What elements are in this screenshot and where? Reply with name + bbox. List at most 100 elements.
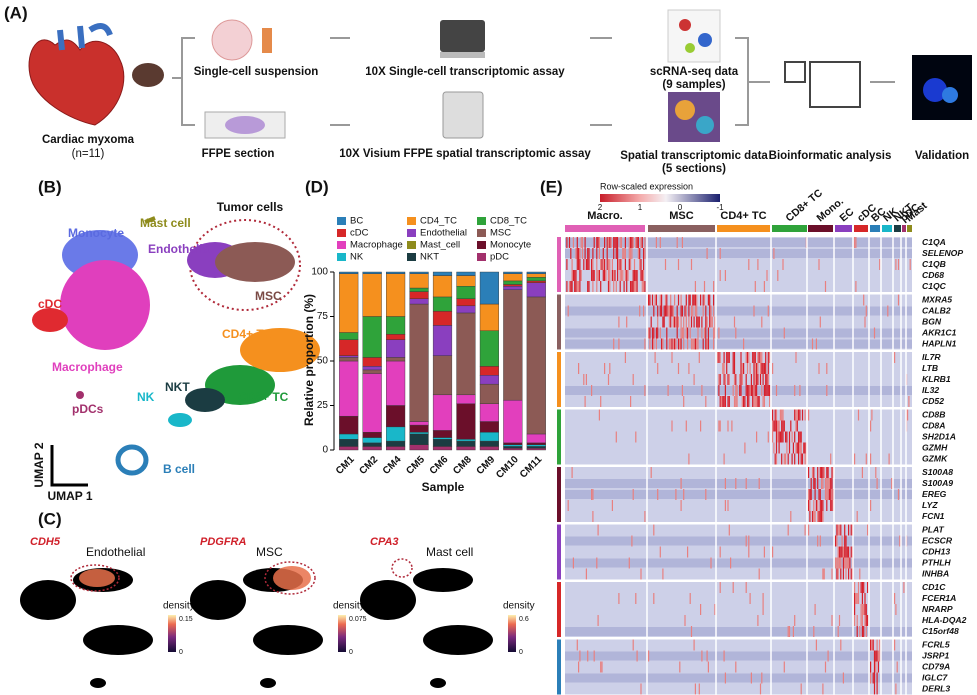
- heat-cell: [840, 568, 842, 580]
- heat-cell: [822, 500, 824, 511]
- heat-cell: [727, 420, 729, 432]
- heat-cell: [681, 385, 683, 396]
- legend-swatch: [337, 217, 346, 225]
- bar-segment: [503, 280, 523, 285]
- heat-bg: [565, 639, 912, 695]
- bar-segment: [362, 437, 382, 444]
- heat-cell: [727, 396, 729, 407]
- heat-cell: [640, 270, 642, 281]
- heat-cell: [635, 281, 637, 292]
- heat-cell: [719, 420, 721, 432]
- heat-cell: [857, 582, 860, 593]
- heat-cell: [666, 305, 668, 317]
- bar-segment: [339, 339, 359, 356]
- heat-cell: [831, 568, 833, 580]
- heat-cell: [680, 294, 682, 306]
- heat-cell: [598, 237, 600, 248]
- heat-cell: [600, 396, 602, 407]
- heat-cell: [757, 396, 759, 407]
- heat-cell: [659, 305, 661, 317]
- heat-cell: [615, 248, 617, 259]
- heat-cell: [897, 259, 900, 270]
- bar-segment: [503, 444, 523, 447]
- bar-segment: [456, 439, 476, 442]
- umap-blob: [423, 625, 493, 655]
- bar-segment: [503, 399, 523, 444]
- heat-cell: [618, 316, 620, 328]
- heat-cell: [675, 489, 677, 500]
- heat-cell: [628, 248, 630, 259]
- heat-cell: [809, 489, 811, 500]
- heat-cell: [666, 294, 668, 306]
- x-tick-label: CM4: [381, 454, 404, 477]
- bar-segment: [386, 446, 406, 451]
- heat-cell: [831, 489, 833, 500]
- heat-cell: [617, 259, 619, 270]
- heat-cell: [571, 281, 573, 292]
- heat-cell: [785, 453, 787, 465]
- heat-cell: [576, 259, 578, 270]
- heat-cell: [591, 385, 593, 396]
- legend-title: density: [333, 601, 365, 612]
- heat-cell: [593, 270, 595, 281]
- heat-cell: [596, 259, 598, 270]
- heat-cell: [754, 396, 756, 407]
- heat-cell: [615, 431, 617, 443]
- heat-cell: [741, 396, 743, 407]
- heat-cell: [819, 489, 821, 500]
- heat-cell: [748, 535, 750, 547]
- heat-cell: [602, 248, 604, 259]
- legend-tick: 0.15: [179, 616, 193, 623]
- heat-cell: [571, 467, 573, 478]
- heat-cell: [895, 259, 897, 270]
- heat-cell: [694, 338, 696, 350]
- heat-cell: [718, 352, 720, 363]
- heat-cell: [585, 259, 587, 270]
- y-tick-label: 100: [311, 267, 328, 278]
- heat-cell: [619, 259, 621, 270]
- heat-cell: [640, 259, 642, 270]
- heat-cell: [657, 305, 659, 317]
- legend-tick: 0.075: [349, 616, 367, 623]
- heat-cell: [626, 281, 628, 292]
- heat-cell: [637, 248, 639, 259]
- heat-cell: [828, 489, 830, 500]
- umap-blob: [90, 678, 106, 688]
- gene-label: SH2D1A: [922, 431, 956, 441]
- heat-cell: [701, 385, 703, 396]
- heat-cell: [578, 259, 580, 270]
- heat-cell: [763, 385, 765, 396]
- heat-cell: [676, 316, 678, 328]
- cluster-label: NKT: [165, 380, 190, 394]
- heat-cell: [637, 237, 639, 248]
- heat-cell: [667, 305, 669, 317]
- group-bar: [772, 225, 807, 232]
- heat-cell: [701, 650, 703, 662]
- heat-cell: [781, 453, 783, 465]
- heat-cell: [848, 557, 850, 569]
- heat-cell: [887, 305, 889, 317]
- heat-cell: [895, 604, 897, 615]
- group-bar: [565, 225, 645, 232]
- bar-segment: [456, 440, 476, 447]
- heat-cell: [578, 661, 580, 673]
- heat-cell: [876, 478, 878, 489]
- heat-cell: [796, 409, 798, 421]
- heat-cell: [876, 650, 878, 662]
- heat-cell: [696, 294, 698, 306]
- heat-cell: [681, 327, 683, 339]
- heat-cell: [777, 420, 779, 432]
- heat-row: [565, 386, 912, 395]
- bar-segment: [386, 440, 406, 447]
- cluster-label: Monocyte: [68, 226, 124, 240]
- heat-cell: [644, 385, 646, 396]
- heat-cell: [867, 615, 869, 626]
- panel-e: Row-scaled expression 2 1 0 -1 Macro. MSC CD4+…: [557, 181, 967, 695]
- heat-cell: [607, 259, 610, 270]
- heat-cell: [626, 270, 628, 281]
- gene-label: MXRA5: [922, 294, 952, 304]
- heat-cell: [680, 316, 682, 328]
- heat-cell: [745, 535, 747, 547]
- heat-cell: [709, 294, 711, 306]
- legend-tick: 0: [519, 649, 523, 656]
